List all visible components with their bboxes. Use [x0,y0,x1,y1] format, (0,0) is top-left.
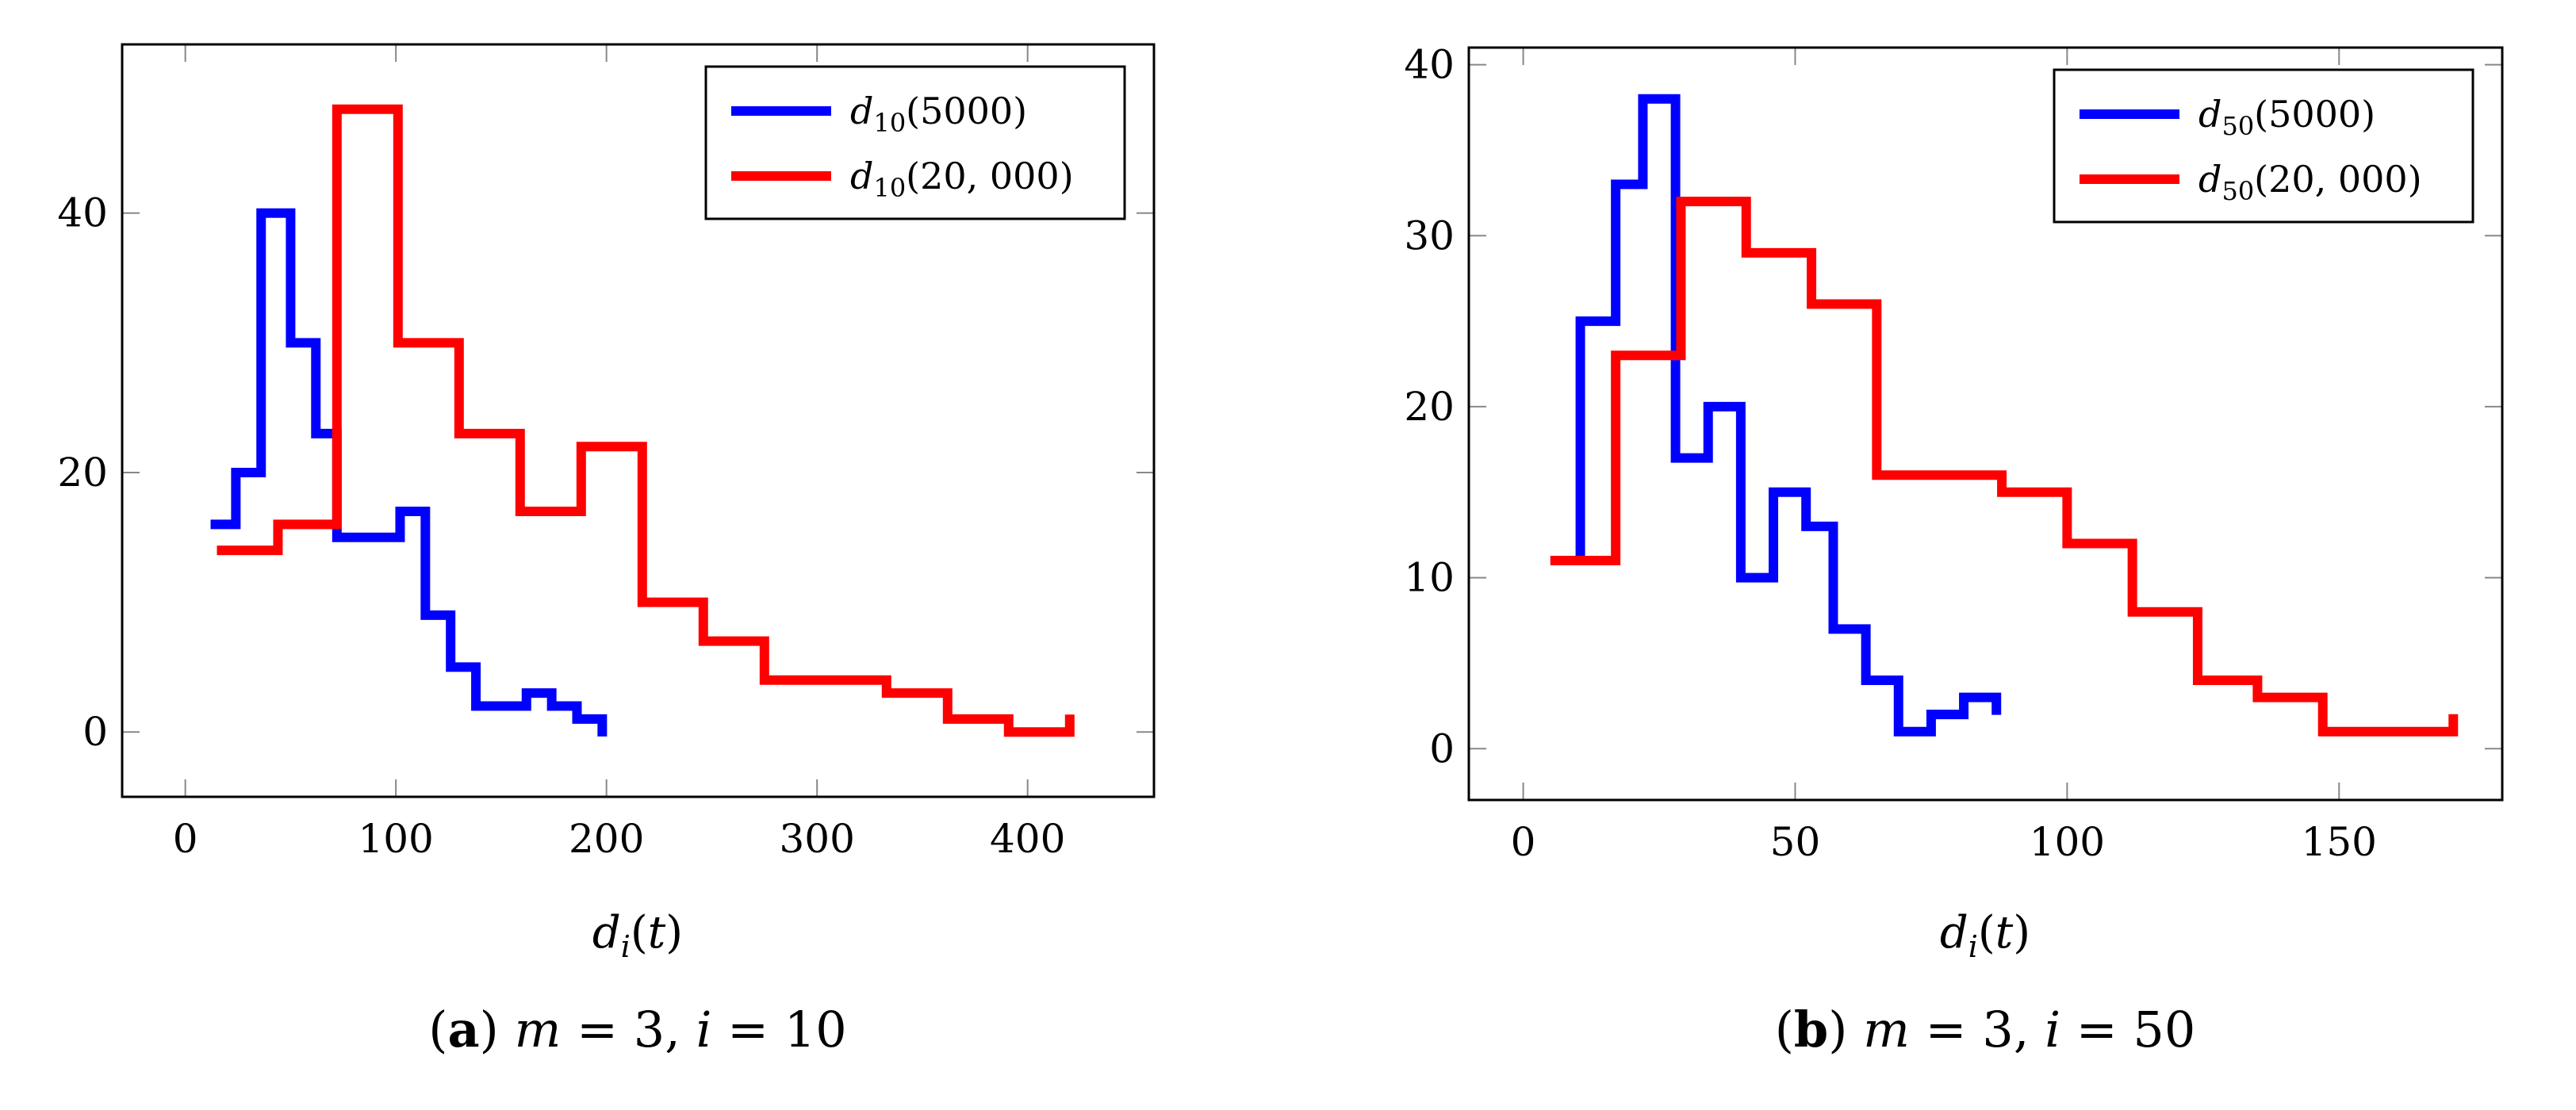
axis-frame [121,43,1156,798]
x-tick-label: 150 [2302,819,2377,865]
x-tick-label: 100 [2030,819,2105,865]
legend-entry: d10(5000) [850,90,1027,138]
legend-box [704,65,1126,220]
y-tick-label: 40 [1404,42,1455,88]
y-tick-label: 0 [82,709,108,755]
series-line-red [1550,197,2459,737]
panel-caption: (a) m = 3, i = 10 [428,1001,846,1058]
x-tick-label: 50 [1770,819,1821,865]
x-axis-label: di(t) [592,907,683,964]
legend: d50(5000) d50(20, 000) [2053,68,2474,224]
y-tick-label: 0 [1429,725,1455,771]
y-tick-label: 20 [1404,384,1455,430]
series-line-red [217,104,1075,737]
series-line-blue [1550,94,2002,737]
y-tick-label: 20 [57,450,108,496]
y-tick-label: 10 [1404,555,1455,601]
series-line-blue [210,208,608,737]
x-tick-label: 0 [173,816,198,862]
y-tick-label: 30 [1404,212,1455,258]
x-tick-label: 200 [569,816,644,862]
axis-frame [1467,46,2504,802]
x-axis-label: di(t) [1940,907,2030,964]
legend: d10(5000) d10(20, 000) [704,65,1126,220]
panel-caption: (b) m = 3, i = 50 [1775,1001,2196,1058]
x-tick-label: 300 [779,816,854,862]
x-tick-label: 0 [1511,819,1536,865]
legend-entry: d10(20, 000) [850,155,1074,203]
x-tick-label: 400 [990,816,1065,862]
y-tick-label: 40 [57,190,108,236]
legend-entry: d50(20, 000) [2198,158,2422,206]
legend-box [2053,68,2474,224]
x-tick-label: 100 [358,816,433,862]
legend-entry: d50(5000) [2198,93,2375,141]
